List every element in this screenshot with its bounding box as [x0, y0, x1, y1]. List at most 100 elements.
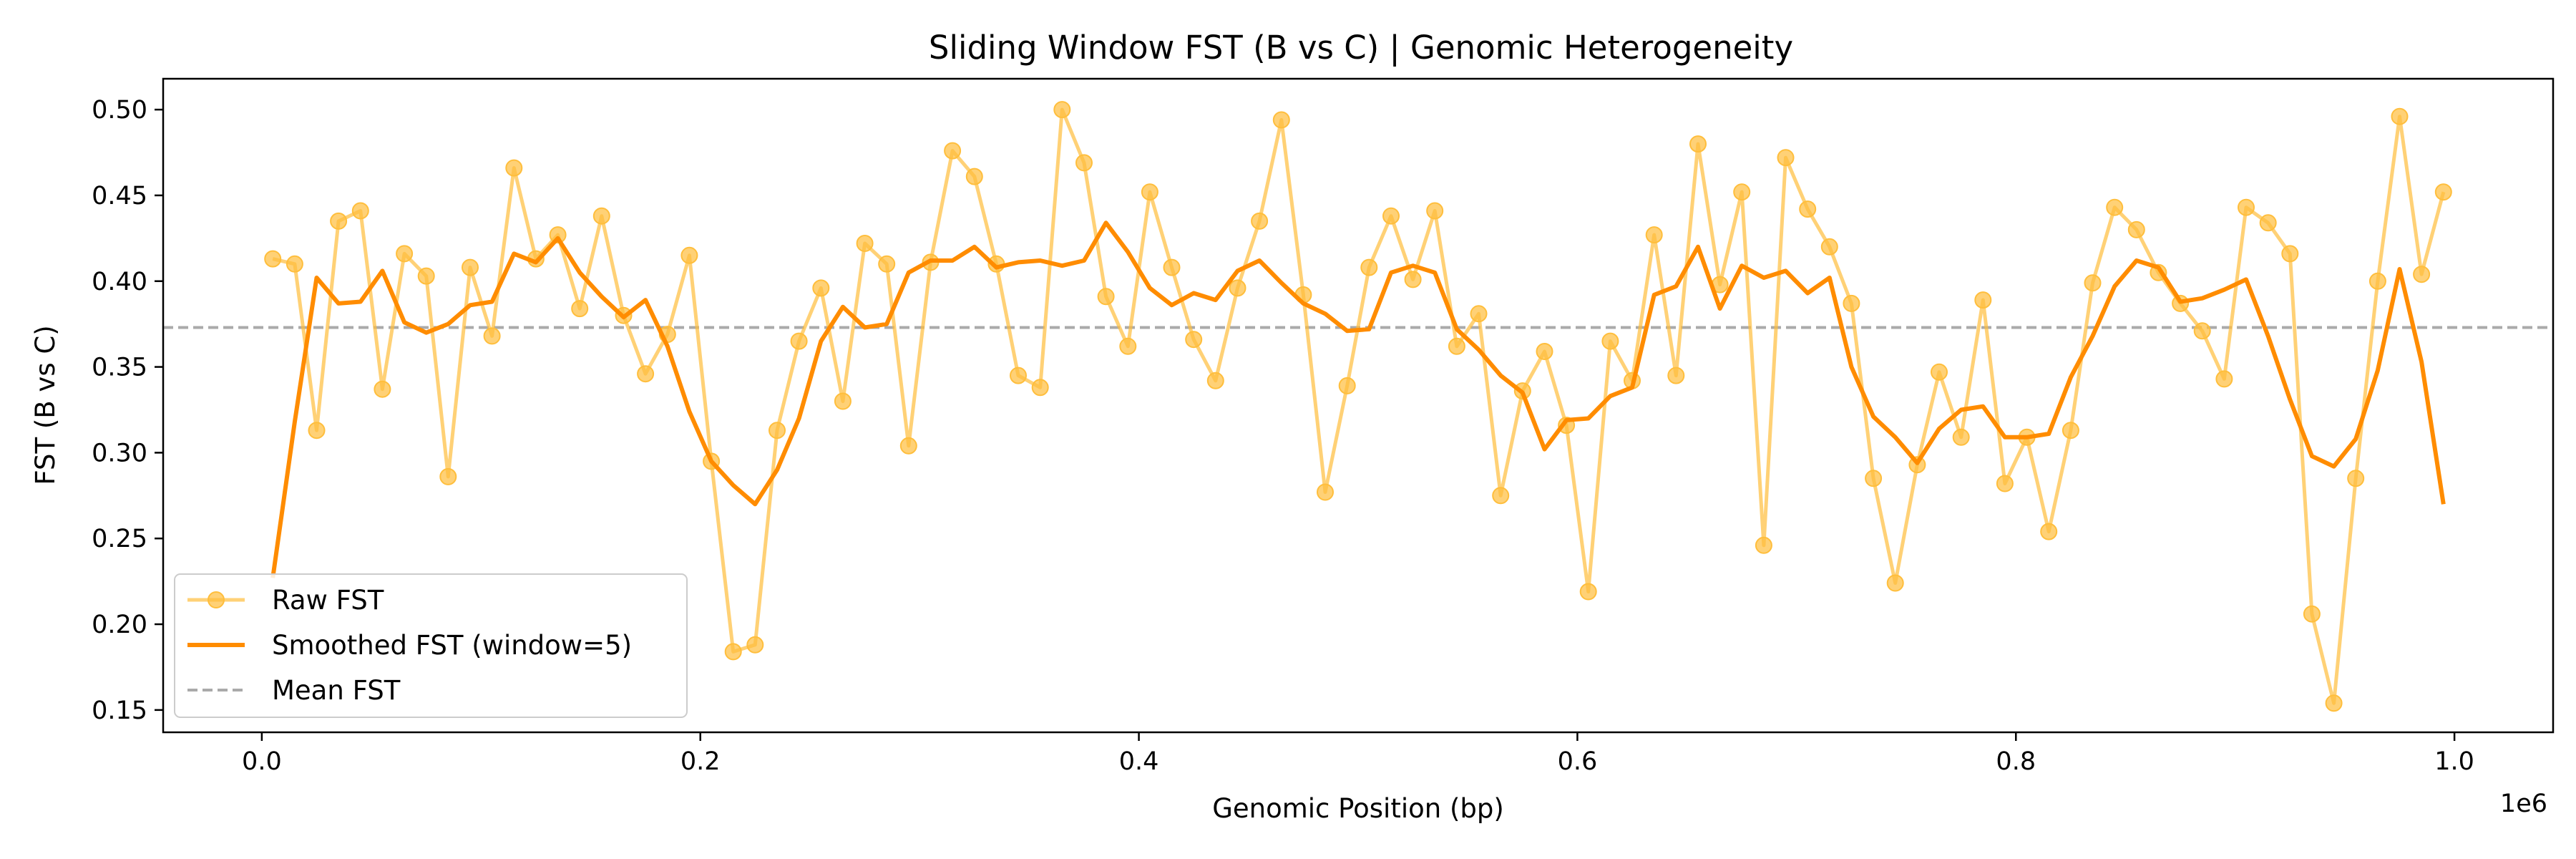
smoothed-fst-line: [270, 220, 2446, 578]
y-tick-label: 0.40: [92, 268, 147, 296]
raw-fst-point: [505, 159, 523, 177]
raw-fst-point: [1777, 149, 1795, 167]
raw-fst-point: [899, 437, 917, 455]
y-tick-label: 0.25: [92, 525, 147, 553]
legend-raw-swatch-marker: [208, 591, 225, 608]
raw-fst-point: [1053, 101, 1071, 119]
raw-fst-point: [2062, 422, 2079, 440]
raw-fst-point: [1075, 154, 1093, 172]
legend-item-raw: Raw FST: [187, 585, 384, 616]
raw-fst-point: [592, 207, 610, 225]
raw-fst-point: [2347, 470, 2365, 487]
raw-fst-point: [834, 392, 852, 410]
raw-fst-point: [2434, 183, 2452, 201]
y-tick-label: 0.15: [92, 697, 147, 725]
raw-fst-point: [637, 365, 655, 383]
raw-fst-point: [2084, 274, 2102, 292]
raw-fst-point: [483, 327, 501, 345]
legend-mean-label: Mean FST: [272, 675, 401, 706]
raw-fst-point: [2368, 272, 2386, 290]
raw-fst-point: [396, 245, 414, 263]
raw-fst-point: [2127, 220, 2145, 238]
raw-fst-point: [264, 250, 282, 268]
raw-fst-point: [724, 643, 742, 661]
chart-title: Sliding Window FST (B vs C) | Genomic He…: [929, 29, 1793, 67]
raw-fst-point: [1536, 343, 1553, 360]
y-axis-label: FST (B vs C): [30, 325, 61, 485]
raw-fst-point: [1031, 379, 1049, 397]
raw-fst-point: [1952, 428, 1970, 446]
legend: Raw FST Smoothed FST (window=5) Mean FST: [174, 573, 688, 718]
raw-fst-point: [1360, 258, 1378, 276]
raw-fst-point: [308, 422, 326, 440]
raw-fst-point: [2193, 322, 2211, 340]
raw-fst-point: [1229, 279, 1246, 297]
raw-fst-point: [1185, 331, 1203, 349]
raw-fst-point: [1426, 202, 1444, 220]
raw-fst-point: [769, 422, 786, 440]
raw-fst-point: [1251, 212, 1269, 230]
raw-fst-point: [1689, 135, 1707, 153]
legend-item-mean: Mean FST: [187, 675, 401, 706]
raw-fst-point: [2215, 370, 2233, 388]
raw-fst-point: [2281, 245, 2299, 263]
raw-fst-point: [571, 300, 589, 318]
x-axis-label: Genomic Position (bp): [1212, 793, 1504, 824]
x-tick-label: 0.2: [680, 747, 721, 776]
raw-fst-point: [2238, 198, 2255, 216]
raw-fst-point: [1163, 258, 1181, 276]
raw-fst-point: [1996, 475, 2014, 492]
raw-fst-point: [1601, 332, 1619, 350]
raw-fst-point: [2040, 523, 2058, 540]
x-axis-offset-label: 1e6: [2500, 790, 2547, 818]
raw-fst-point: [1645, 226, 1663, 244]
x-axis: 0.0 0.2 0.4 0.6 0.8 1.0: [242, 732, 2474, 776]
raw-fst-point: [2325, 694, 2343, 712]
raw-fst-point: [1931, 363, 1948, 381]
raw-fst-point: [1667, 367, 1685, 384]
y-tick-label: 0.30: [92, 439, 147, 467]
legend-box: [174, 573, 688, 718]
raw-fst-point: [1119, 337, 1137, 355]
smoothed-fst-series: [270, 220, 2446, 578]
raw-fst-point: [2391, 107, 2409, 125]
raw-fst-point: [965, 168, 983, 185]
raw-fst-point: [1272, 111, 1290, 129]
raw-fst-point: [330, 212, 348, 230]
raw-fst-point: [1579, 583, 1597, 601]
legend-smoothed-label: Smoothed FST (window=5): [272, 630, 632, 661]
raw-fst-point: [680, 246, 698, 264]
raw-fst-point: [878, 255, 896, 273]
raw-fst-point: [1886, 574, 1904, 592]
raw-fst-point: [549, 226, 567, 244]
raw-fst-point: [2303, 605, 2321, 623]
y-tick-label: 0.45: [92, 182, 147, 210]
raw-fst-point: [1206, 372, 1224, 389]
raw-fst-point: [2413, 266, 2431, 283]
raw-fst-point: [1843, 294, 1860, 312]
x-tick-label: 1.0: [2434, 747, 2474, 776]
raw-fst-point: [1141, 183, 1158, 201]
raw-fst-point: [1755, 536, 1772, 554]
y-tick-label: 0.50: [92, 96, 147, 125]
raw-fst-point: [439, 467, 457, 485]
y-axis: 0.15 0.20 0.25 0.30 0.35 0.40 0.45 0.50: [92, 96, 163, 725]
raw-fst-point: [1470, 305, 1488, 323]
raw-fst-point: [1097, 288, 1115, 306]
plot-frame: [162, 77, 2555, 734]
x-tick-label: 0.4: [1119, 747, 1159, 776]
raw-fst-point: [812, 279, 830, 297]
raw-fst-point: [351, 202, 369, 220]
raw-fst-point: [2106, 198, 2124, 216]
raw-fst-point: [1404, 271, 1422, 288]
raw-fst-point: [746, 636, 764, 654]
legend-raw-label: Raw FST: [272, 585, 384, 616]
raw-fst-point: [1974, 291, 1992, 309]
raw-fst-point: [286, 255, 303, 273]
raw-fst-point: [1799, 200, 1817, 218]
raw-fst-point: [2259, 214, 2277, 232]
raw-fst-point: [1317, 483, 1334, 501]
raw-fst-point: [1733, 183, 1751, 201]
